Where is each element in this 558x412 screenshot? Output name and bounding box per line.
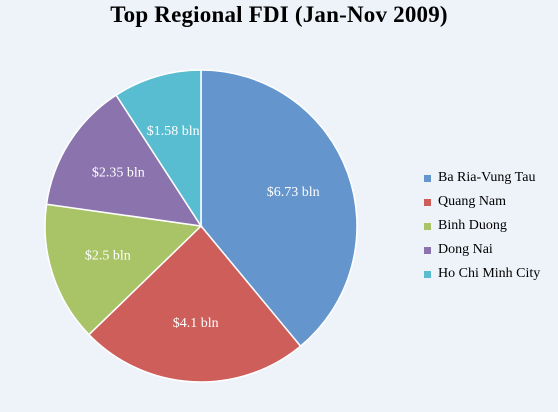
legend-swatch <box>424 246 431 254</box>
data-label-ba-ria-vung-tau: $6.73 bln <box>267 185 320 200</box>
legend-label: Dong Nai <box>438 242 493 257</box>
legend-label: Ba Ria-Vung Tau <box>438 170 536 185</box>
legend-item-ba-ria-vung-tau: Ba Ria-Vung Tau <box>424 166 558 190</box>
pie-slice-ho-chi-minh-city <box>115 69 202 229</box>
legend-label: Binh Duong <box>438 218 507 233</box>
data-label-ho-chi-minh-city: $1.58 bln <box>147 124 200 139</box>
legend-swatch <box>424 198 431 206</box>
legend-item-ho-chi-minh-city: Ho Chi Minh City <box>424 262 558 286</box>
pie-slice-dong-nai <box>45 94 203 227</box>
pie-slice-quang-nam <box>87 224 302 383</box>
legend-item-quang-nam: Quang Nam <box>424 190 558 214</box>
legend-swatch <box>424 222 431 230</box>
legend-swatch <box>424 174 431 182</box>
legend-label: Ho Chi Minh City <box>438 266 541 281</box>
pie-slice-ba-ria-vung-tau <box>200 69 358 348</box>
legend-item-dong-nai: Dong Nai <box>424 238 558 262</box>
legend-label: Quang Nam <box>438 194 507 209</box>
chart-title: Top Regional FDI (Jan-Nov 2009) <box>110 2 448 27</box>
pie-slice-binh-duong <box>44 203 203 336</box>
data-label-quang-nam: $4.1 bln <box>173 316 219 331</box>
legend-swatch <box>424 270 431 278</box>
legend-item-binh-duong: Binh Duong <box>424 214 558 238</box>
data-label-binh-duong: $2.5 bln <box>85 249 131 264</box>
legend: Ba Ria-Vung Tau Quang Nam Binh Duong Dong N… <box>424 166 558 286</box>
data-label-dong-nai: $2.35 bln <box>92 166 145 181</box>
